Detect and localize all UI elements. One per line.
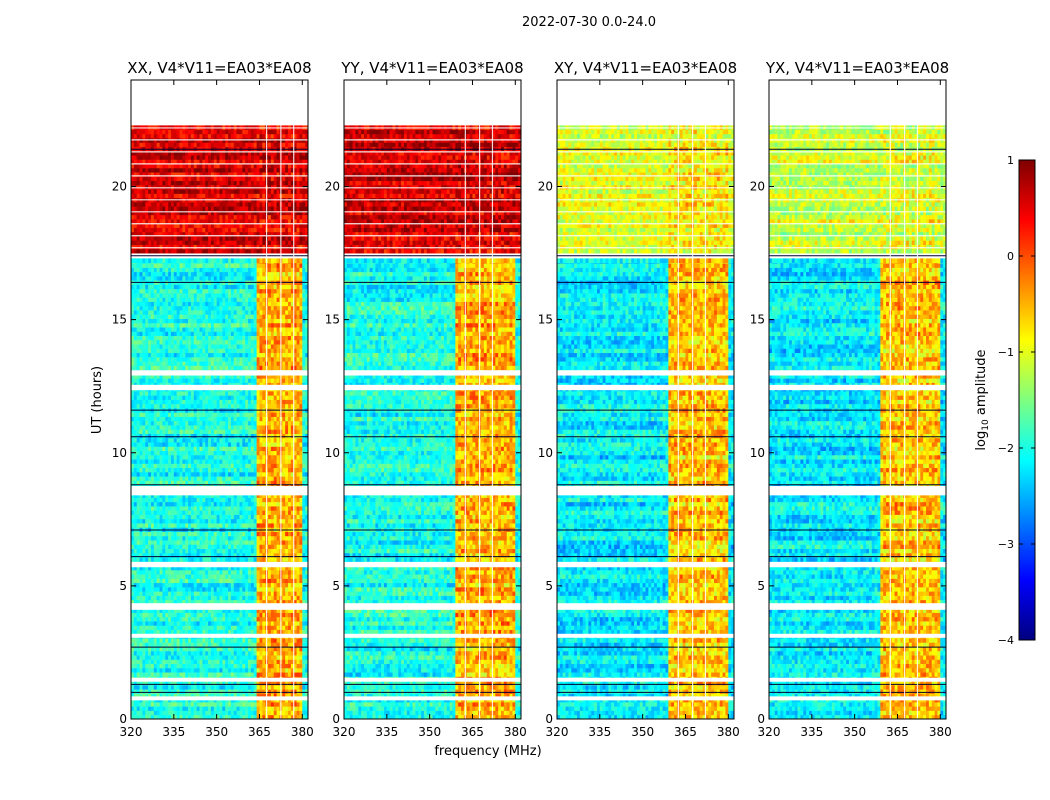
y-tick-label: 0	[545, 712, 553, 726]
y-tick-label: 5	[119, 579, 127, 593]
figure-canvas: 2022-07-30 0.0-24.0 XX, V4*V11=EA03*EA08…	[0, 0, 1050, 800]
colorbar-tick-label: −1	[998, 346, 1014, 359]
x-tick-label: 365	[248, 725, 271, 739]
y-tick-label: 20	[750, 180, 765, 194]
heatmap-panel: YY, V4*V11=EA03*EA08 320 335 350 365 380 0 5 10 1…	[325, 59, 527, 739]
y-tick-label: 10	[325, 446, 340, 460]
panel-title: XX, V4*V11=EA03*EA08	[127, 59, 311, 77]
x-axis-label: frequency (MHz)	[434, 744, 541, 759]
y-tick-label: 20	[538, 180, 553, 194]
x-tick-label: 320	[758, 725, 781, 739]
heatmap-cells	[769, 80, 946, 719]
x-tick-label: 380	[929, 725, 952, 739]
x-tick-label: 320	[333, 725, 356, 739]
y-tick-label: 20	[325, 180, 340, 194]
y-tick-label: 15	[750, 313, 765, 327]
heatmap-panel: XX, V4*V11=EA03*EA08 320 335 350 365 380 0 5 10 1…	[112, 59, 314, 739]
x-tick-label: 380	[717, 725, 740, 739]
panel-title: YX, V4*V11=EA03*EA08	[765, 59, 949, 77]
colorbar-gradient	[1019, 160, 1035, 640]
y-axis-label: UT (hours)	[90, 366, 105, 434]
y-tick-label: 15	[538, 313, 553, 327]
heatmap-cells	[344, 80, 521, 719]
colorbar-tick-label: −2	[998, 442, 1014, 455]
y-tick-label: 0	[757, 712, 765, 726]
y-tick-label: 10	[538, 446, 553, 460]
heatmap-panels: XX, V4*V11=EA03*EA08 320 335 350 365 380 0 5 10 1…	[112, 59, 952, 739]
heatmap-cells	[557, 80, 734, 719]
y-tick-label: 0	[332, 712, 340, 726]
colorbar-tick-label: 0	[1007, 250, 1014, 263]
y-tick-label: 15	[112, 313, 127, 327]
panel-title: YY, V4*V11=EA03*EA08	[340, 59, 523, 77]
x-tick-label: 350	[843, 725, 866, 739]
y-tick-label: 20	[112, 180, 127, 194]
x-tick-label: 335	[588, 725, 611, 739]
x-tick-label: 365	[886, 725, 909, 739]
x-tick-label: 365	[461, 725, 484, 739]
x-tick-label: 380	[291, 725, 314, 739]
x-tick-label: 365	[674, 725, 697, 739]
y-tick-label: 5	[545, 579, 553, 593]
colorbar-label: log10 amplitude	[974, 349, 991, 450]
colorbar-tick-label: −4	[998, 634, 1014, 647]
figure-suptitle: 2022-07-30 0.0-24.0	[522, 15, 656, 30]
x-tick-label: 350	[418, 725, 441, 739]
x-tick-label: 320	[546, 725, 569, 739]
heatmap-cells	[131, 80, 308, 719]
y-tick-label: 5	[757, 579, 765, 593]
y-tick-label: 0	[119, 712, 127, 726]
x-tick-label: 335	[375, 725, 398, 739]
x-tick-label: 320	[120, 725, 143, 739]
y-tick-label: 10	[112, 446, 127, 460]
colorbar-tick-label: −3	[998, 538, 1014, 551]
x-tick-label: 335	[800, 725, 823, 739]
colorbar-tick-label: 1	[1007, 154, 1014, 167]
x-tick-label: 350	[631, 725, 654, 739]
x-tick-label: 335	[162, 725, 185, 739]
y-tick-label: 15	[325, 313, 340, 327]
x-tick-label: 380	[504, 725, 527, 739]
panel-title: XY, V4*V11=EA03*EA08	[554, 59, 737, 77]
heatmap-panel: XY, V4*V11=EA03*EA08 320 335 350 365 380 0 5 10 1…	[538, 59, 740, 739]
colorbar: 1 0 −1 −2 −3 −4 log10 amplitude	[974, 154, 1035, 647]
y-tick-label: 10	[750, 446, 765, 460]
heatmap-panel: YX, V4*V11=EA03*EA08 320 335 350 365 380 0 5 10 1…	[750, 59, 952, 739]
y-tick-label: 5	[332, 579, 340, 593]
x-tick-label: 350	[205, 725, 228, 739]
